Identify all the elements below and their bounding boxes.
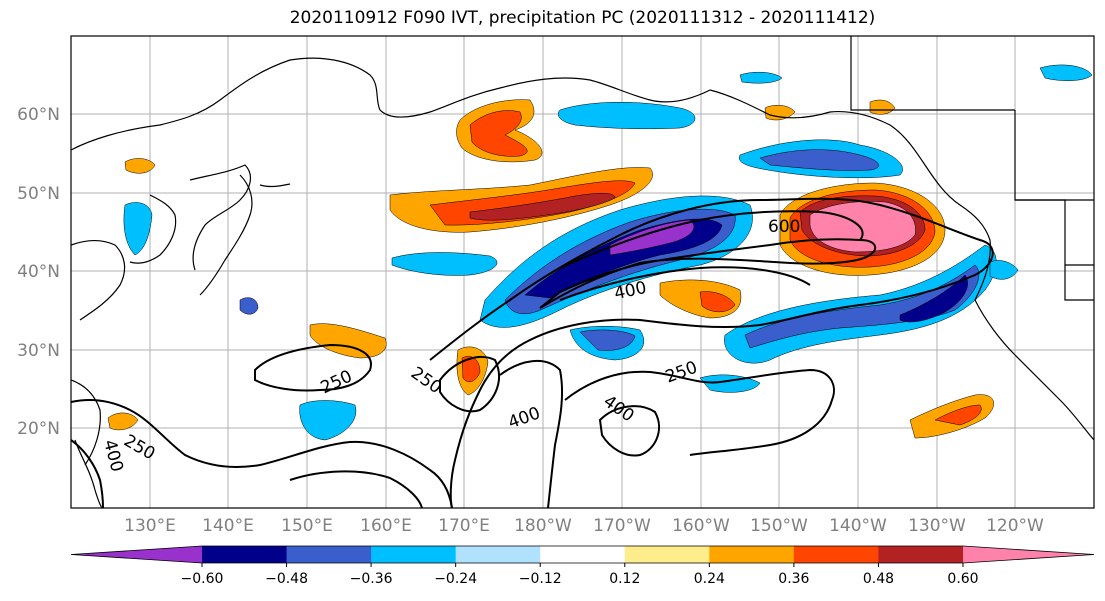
lon-label: 120°W — [986, 516, 1044, 536]
lat-label: 60°N — [17, 105, 60, 125]
lon-label: 160°W — [672, 516, 730, 536]
colorbar-segment — [540, 546, 626, 563]
colorbar-tick-label: 0.60 — [947, 571, 978, 587]
lon-label: 160°E — [360, 516, 412, 536]
lon-label: 170°E — [438, 516, 490, 536]
lon-label: 150°E — [281, 516, 333, 536]
colorbar-tick-label: −0.60 — [181, 571, 224, 587]
negative-band-east-dark — [899, 274, 968, 323]
colorbar-extend-low — [71, 546, 202, 563]
colorbar-segment — [202, 546, 288, 563]
precipitation-field — [107, 64, 1093, 441]
map-frame — [70, 35, 1095, 509]
map-title: 2020110912 F090 IVT, precipitation PC (2… — [289, 8, 876, 28]
colorbar-segment — [371, 546, 457, 563]
lat-label: 40°N — [17, 262, 60, 282]
lon-label: 170°W — [593, 516, 651, 536]
colorbar-tick-label: 0.48 — [863, 571, 894, 587]
colorbar-tick-label: −0.12 — [519, 571, 562, 587]
colorbar-tick-label: −0.24 — [434, 571, 477, 587]
colorbar-segment — [455, 546, 541, 563]
negative-band-east-mid — [744, 264, 980, 349]
colorbar-extend-high — [963, 546, 1094, 563]
lat-label: 50°N — [17, 184, 60, 204]
ivt-contours — [71, 197, 994, 508]
positive-core-pink — [809, 201, 916, 253]
negative-band-core — [609, 219, 695, 256]
colorbar-segment — [624, 546, 710, 563]
lat-label: 20°N — [17, 419, 60, 439]
lon-label: 140°E — [202, 516, 254, 536]
colorbar-tick-label: 0.24 — [694, 571, 725, 587]
lon-label: 130°E — [124, 516, 176, 536]
contour-label: 600 — [768, 217, 800, 237]
longitude-labels: 130°E 140°E 150°E 160°E 170°E 180°W 170°… — [124, 516, 1044, 536]
latitude-labels: 60°N 50°N 40°N 30°N 20°N — [17, 105, 60, 439]
colorbar-segment — [709, 546, 795, 563]
colorbar-tick-label: −0.36 — [350, 571, 393, 587]
colorbar-segment — [878, 546, 964, 563]
lon-label: 140°W — [829, 516, 887, 536]
colorbar-tick-label: −0.48 — [265, 571, 308, 587]
lon-label: 150°W — [750, 516, 808, 536]
lon-label: 180°W — [514, 516, 572, 536]
coastlines — [71, 36, 1094, 508]
lon-label: 130°W — [908, 516, 966, 536]
colorbar-tick-label: 0.36 — [778, 571, 809, 587]
colorbar-tick-label: 0.12 — [609, 571, 640, 587]
lat-label: 30°N — [17, 341, 60, 361]
colorbar-segment — [793, 546, 879, 563]
colorbar: −0.60 −0.48 −0.36 −0.24 −0.12 0.12 0.24 0.36 0.4… — [70, 545, 1095, 587]
colorbar-segment — [286, 546, 372, 563]
